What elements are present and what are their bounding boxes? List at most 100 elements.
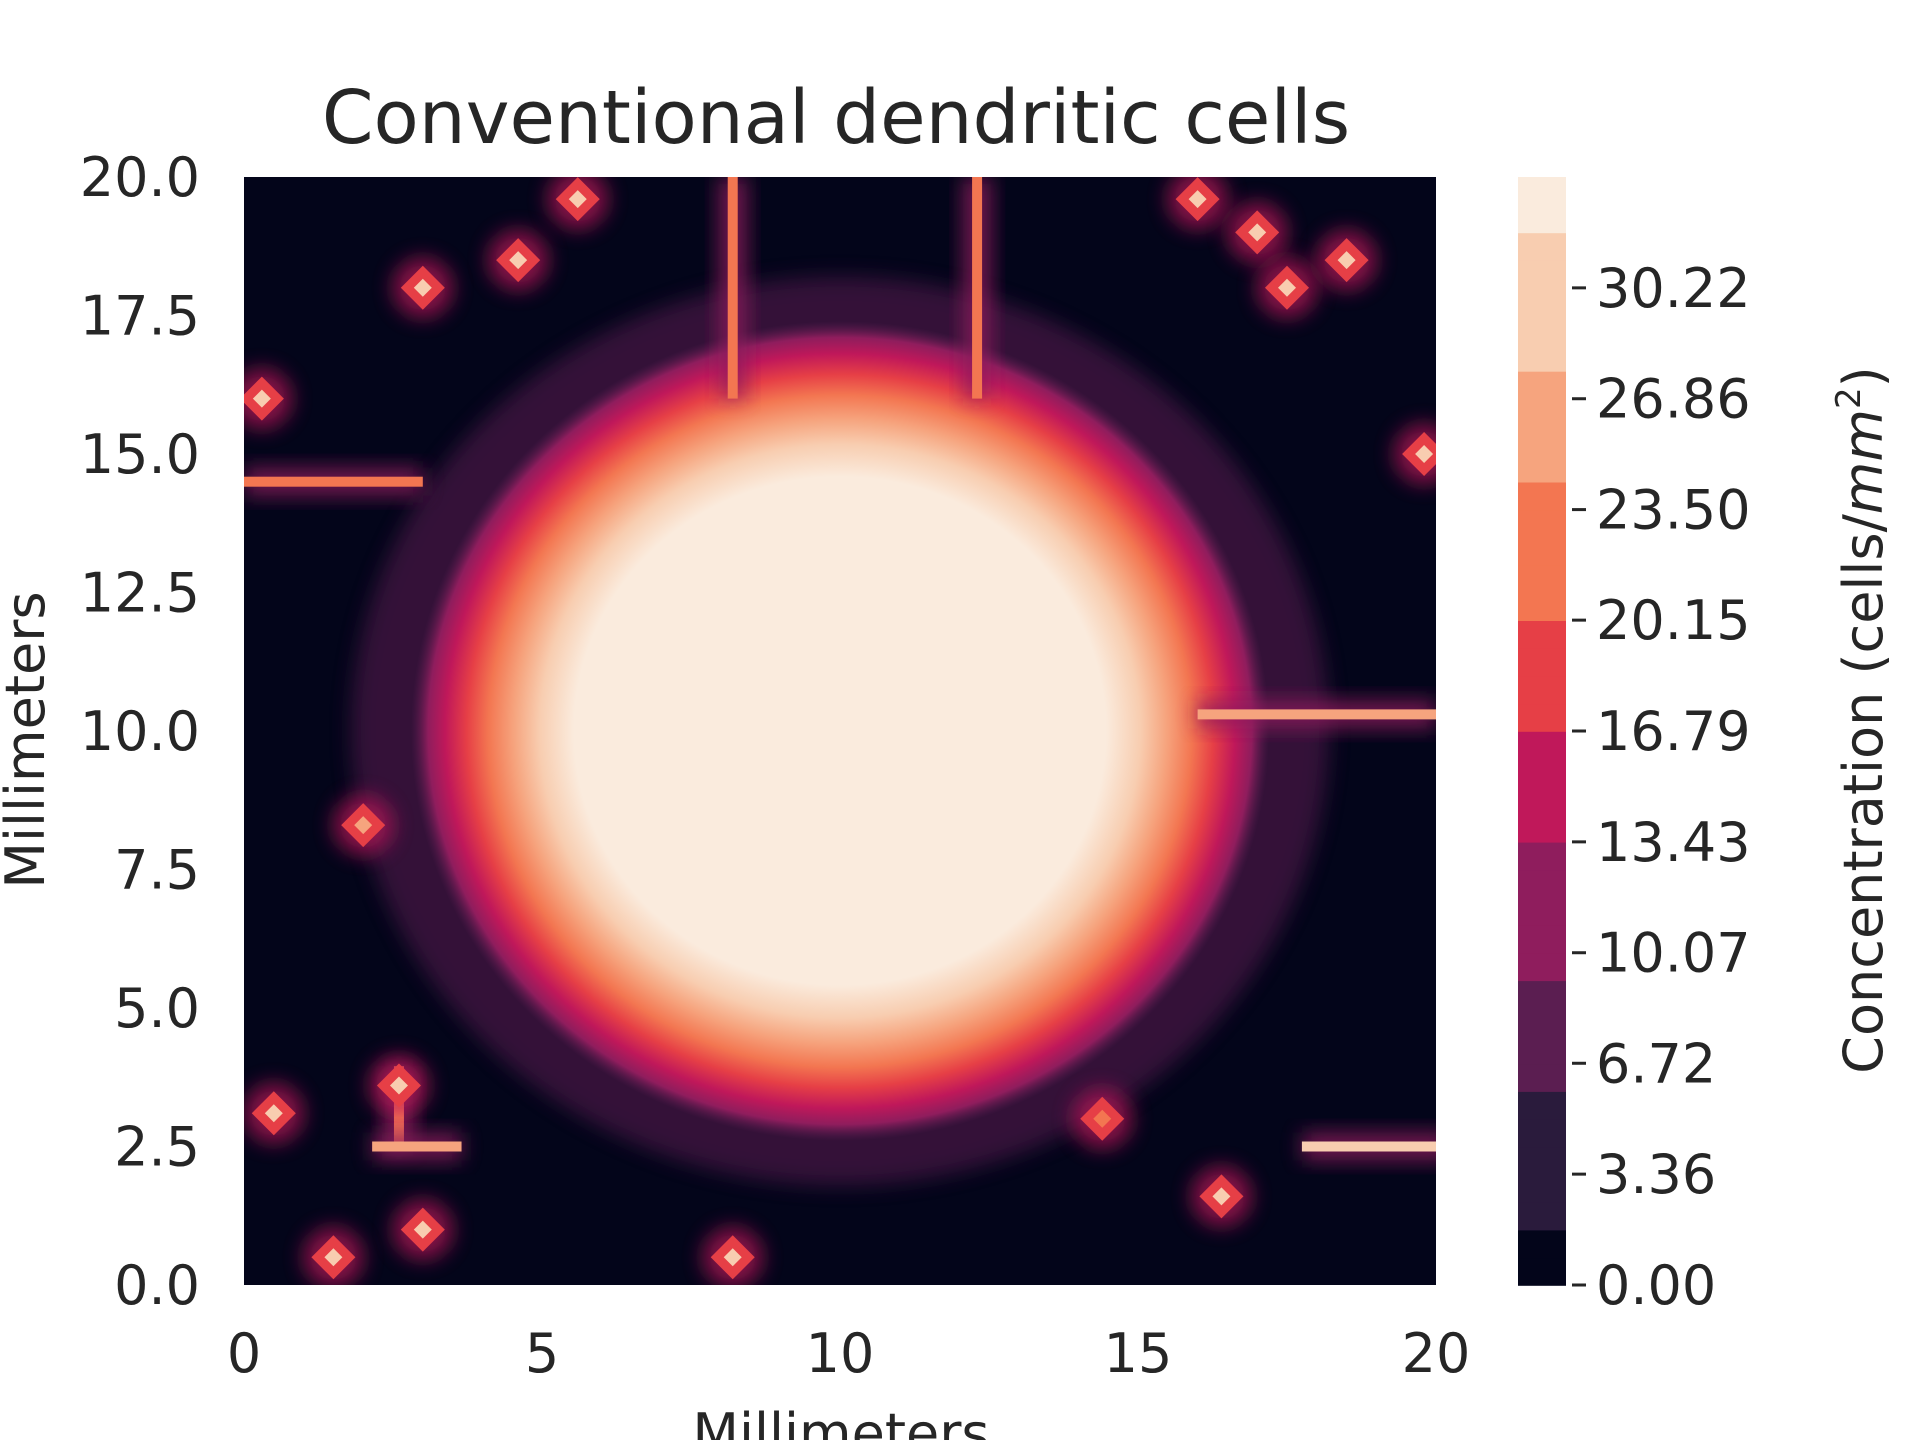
colorbar-band: [1518, 232, 1566, 261]
heatmap-ridge: [1197, 709, 1436, 720]
y-tick-label: 17.5: [80, 285, 200, 348]
colorbar-band: [1518, 731, 1566, 760]
colorbar-band: [1518, 315, 1566, 344]
colorbar-band: [1518, 287, 1566, 317]
colorbar-band: [1518, 426, 1566, 455]
colorbar-band: [1518, 1174, 1566, 1203]
colorbar-band: [1518, 620, 1566, 649]
colorbar-band: [1518, 509, 1566, 538]
colorbar-tick-label: 10.07: [1596, 922, 1751, 985]
heatmap-hotspot-center: [354, 816, 373, 835]
colorbar-band: [1518, 592, 1566, 621]
colorbar-band: [1518, 980, 1566, 1009]
heatmap-hotspot-center: [324, 1248, 343, 1267]
colorbar-band: [1518, 1091, 1566, 1120]
y-tick-label: 0.0: [114, 1254, 200, 1317]
colorbar-band: [1518, 952, 1566, 982]
colorbar-label-main: Concentration (cells/: [1832, 513, 1895, 1073]
colorbar-band: [1518, 260, 1566, 289]
colorbar-band: [1518, 1063, 1566, 1092]
heatmap-hotspot-center: [413, 278, 432, 297]
colorbar-band: [1518, 1146, 1566, 1175]
heatmap-core: [410, 321, 1270, 1141]
colorbar-band: [1518, 177, 1566, 206]
colorbar: 0.00 3.36 6.72 10.07 13.43 16.79 20.15 23.50 26.…: [1518, 177, 1751, 1317]
heatmap-ridge: [244, 476, 423, 487]
colorbar-tick-label: 16.79: [1596, 700, 1751, 763]
colorbar-label: Concentration (cells/mm2): [1829, 366, 1895, 1073]
x-tick-label: 10: [806, 1322, 875, 1385]
colorbar-band: [1518, 1035, 1566, 1065]
colorbar-tick-label: 0.00: [1596, 1254, 1716, 1317]
y-tick-label: 20.0: [80, 146, 200, 209]
y-tick-label: 10.0: [80, 700, 200, 763]
heatmap-hotspot-center: [1415, 445, 1434, 463]
colorbar-band: [1518, 454, 1566, 483]
y-tick-label: 12.5: [80, 562, 200, 625]
colorbar-band: [1518, 398, 1566, 428]
y-tick-label: 7.5: [114, 839, 200, 902]
colorbar-label-unit: mm: [1832, 409, 1895, 514]
heatmap-hotspot-center: [568, 190, 587, 209]
heatmap-hotspot-center: [1337, 251, 1356, 270]
colorbar-band: [1518, 481, 1566, 511]
heatmap-hotspot-center: [389, 1076, 408, 1095]
heatmap-hotspot-center: [1188, 190, 1207, 209]
colorbar-band: [1518, 841, 1566, 871]
x-tick-label: 0: [227, 1322, 261, 1385]
colorbar-label-close: ): [1832, 366, 1895, 387]
x-axis-ticks: 0 5 10 15 20: [227, 1322, 1471, 1385]
x-tick-label: 5: [525, 1322, 559, 1385]
heatmap-ridge: [972, 177, 983, 399]
colorbar-band: [1518, 1257, 1566, 1286]
colorbar-band: [1518, 786, 1566, 815]
y-tick-label: 15.0: [80, 423, 200, 486]
y-axis-ticks: 0.0 2.5 5.0 7.5 10.0 12.5 15.0 17.5 20.0: [80, 146, 200, 1317]
colorbar-band: [1518, 924, 1566, 954]
heatmap-hotspot-center: [1093, 1109, 1112, 1128]
heatmap-ridge: [1301, 1141, 1436, 1152]
colorbar-band: [1518, 564, 1566, 594]
colorbar-tick-label: 26.86: [1596, 368, 1751, 431]
x-axis-label: Millimeters: [692, 1402, 989, 1440]
colorbar-tick-label: 6.72: [1596, 1032, 1716, 1095]
colorbar-band: [1518, 675, 1566, 705]
colorbar-tick-label: 20.15: [1596, 589, 1751, 652]
colorbar-band: [1518, 869, 1566, 898]
colorbar-band: [1518, 897, 1566, 926]
colorbar-tick-label: 30.22: [1596, 257, 1751, 320]
heatmap-hotspot-center: [252, 389, 271, 408]
heatmap-hotspot-center: [1248, 223, 1267, 242]
y-tick-label: 5.0: [114, 977, 200, 1040]
colorbar-band: [1518, 758, 1566, 788]
heatmap-hotspot-center: [413, 1220, 432, 1239]
colorbar-band: [1518, 204, 1566, 234]
colorbar-band: [1518, 1229, 1566, 1259]
colorbar-label-exponent: 2: [1829, 387, 1869, 409]
colorbar-band: [1518, 343, 1566, 372]
heatmap-hotspot-center: [509, 251, 528, 270]
x-tick-label: 20: [1402, 1322, 1471, 1385]
colorbar-tick-label: 13.43: [1596, 811, 1751, 874]
heatmap-hotspot-center: [264, 1104, 283, 1123]
heatmap-ridge: [727, 177, 738, 399]
colorbar-band: [1518, 537, 1566, 566]
y-axis-label: Millimeters: [0, 591, 57, 888]
heatmap-hotspot-center: [1212, 1187, 1231, 1206]
y-tick-label: 2.5: [114, 1116, 200, 1179]
colorbar-band: [1518, 814, 1566, 843]
colorbar-band: [1518, 1118, 1566, 1148]
heatmap-hotspot-center: [723, 1248, 742, 1267]
chart-title: Conventional dendritic cells: [322, 75, 1350, 161]
colorbar-tick-label: 23.50: [1596, 479, 1751, 542]
plot-area: [244, 177, 1436, 1285]
heatmap-hotspot-center: [1278, 278, 1296, 297]
colorbar-band: [1518, 647, 1566, 677]
heatmap-field: [244, 177, 1436, 1285]
heatmap-ridge: [372, 1141, 462, 1152]
colorbar-band: [1518, 703, 1566, 732]
colorbar-tick-label: 3.36: [1596, 1143, 1716, 1206]
colorbar-band: [1518, 370, 1566, 400]
colorbar-band: [1518, 1008, 1566, 1037]
